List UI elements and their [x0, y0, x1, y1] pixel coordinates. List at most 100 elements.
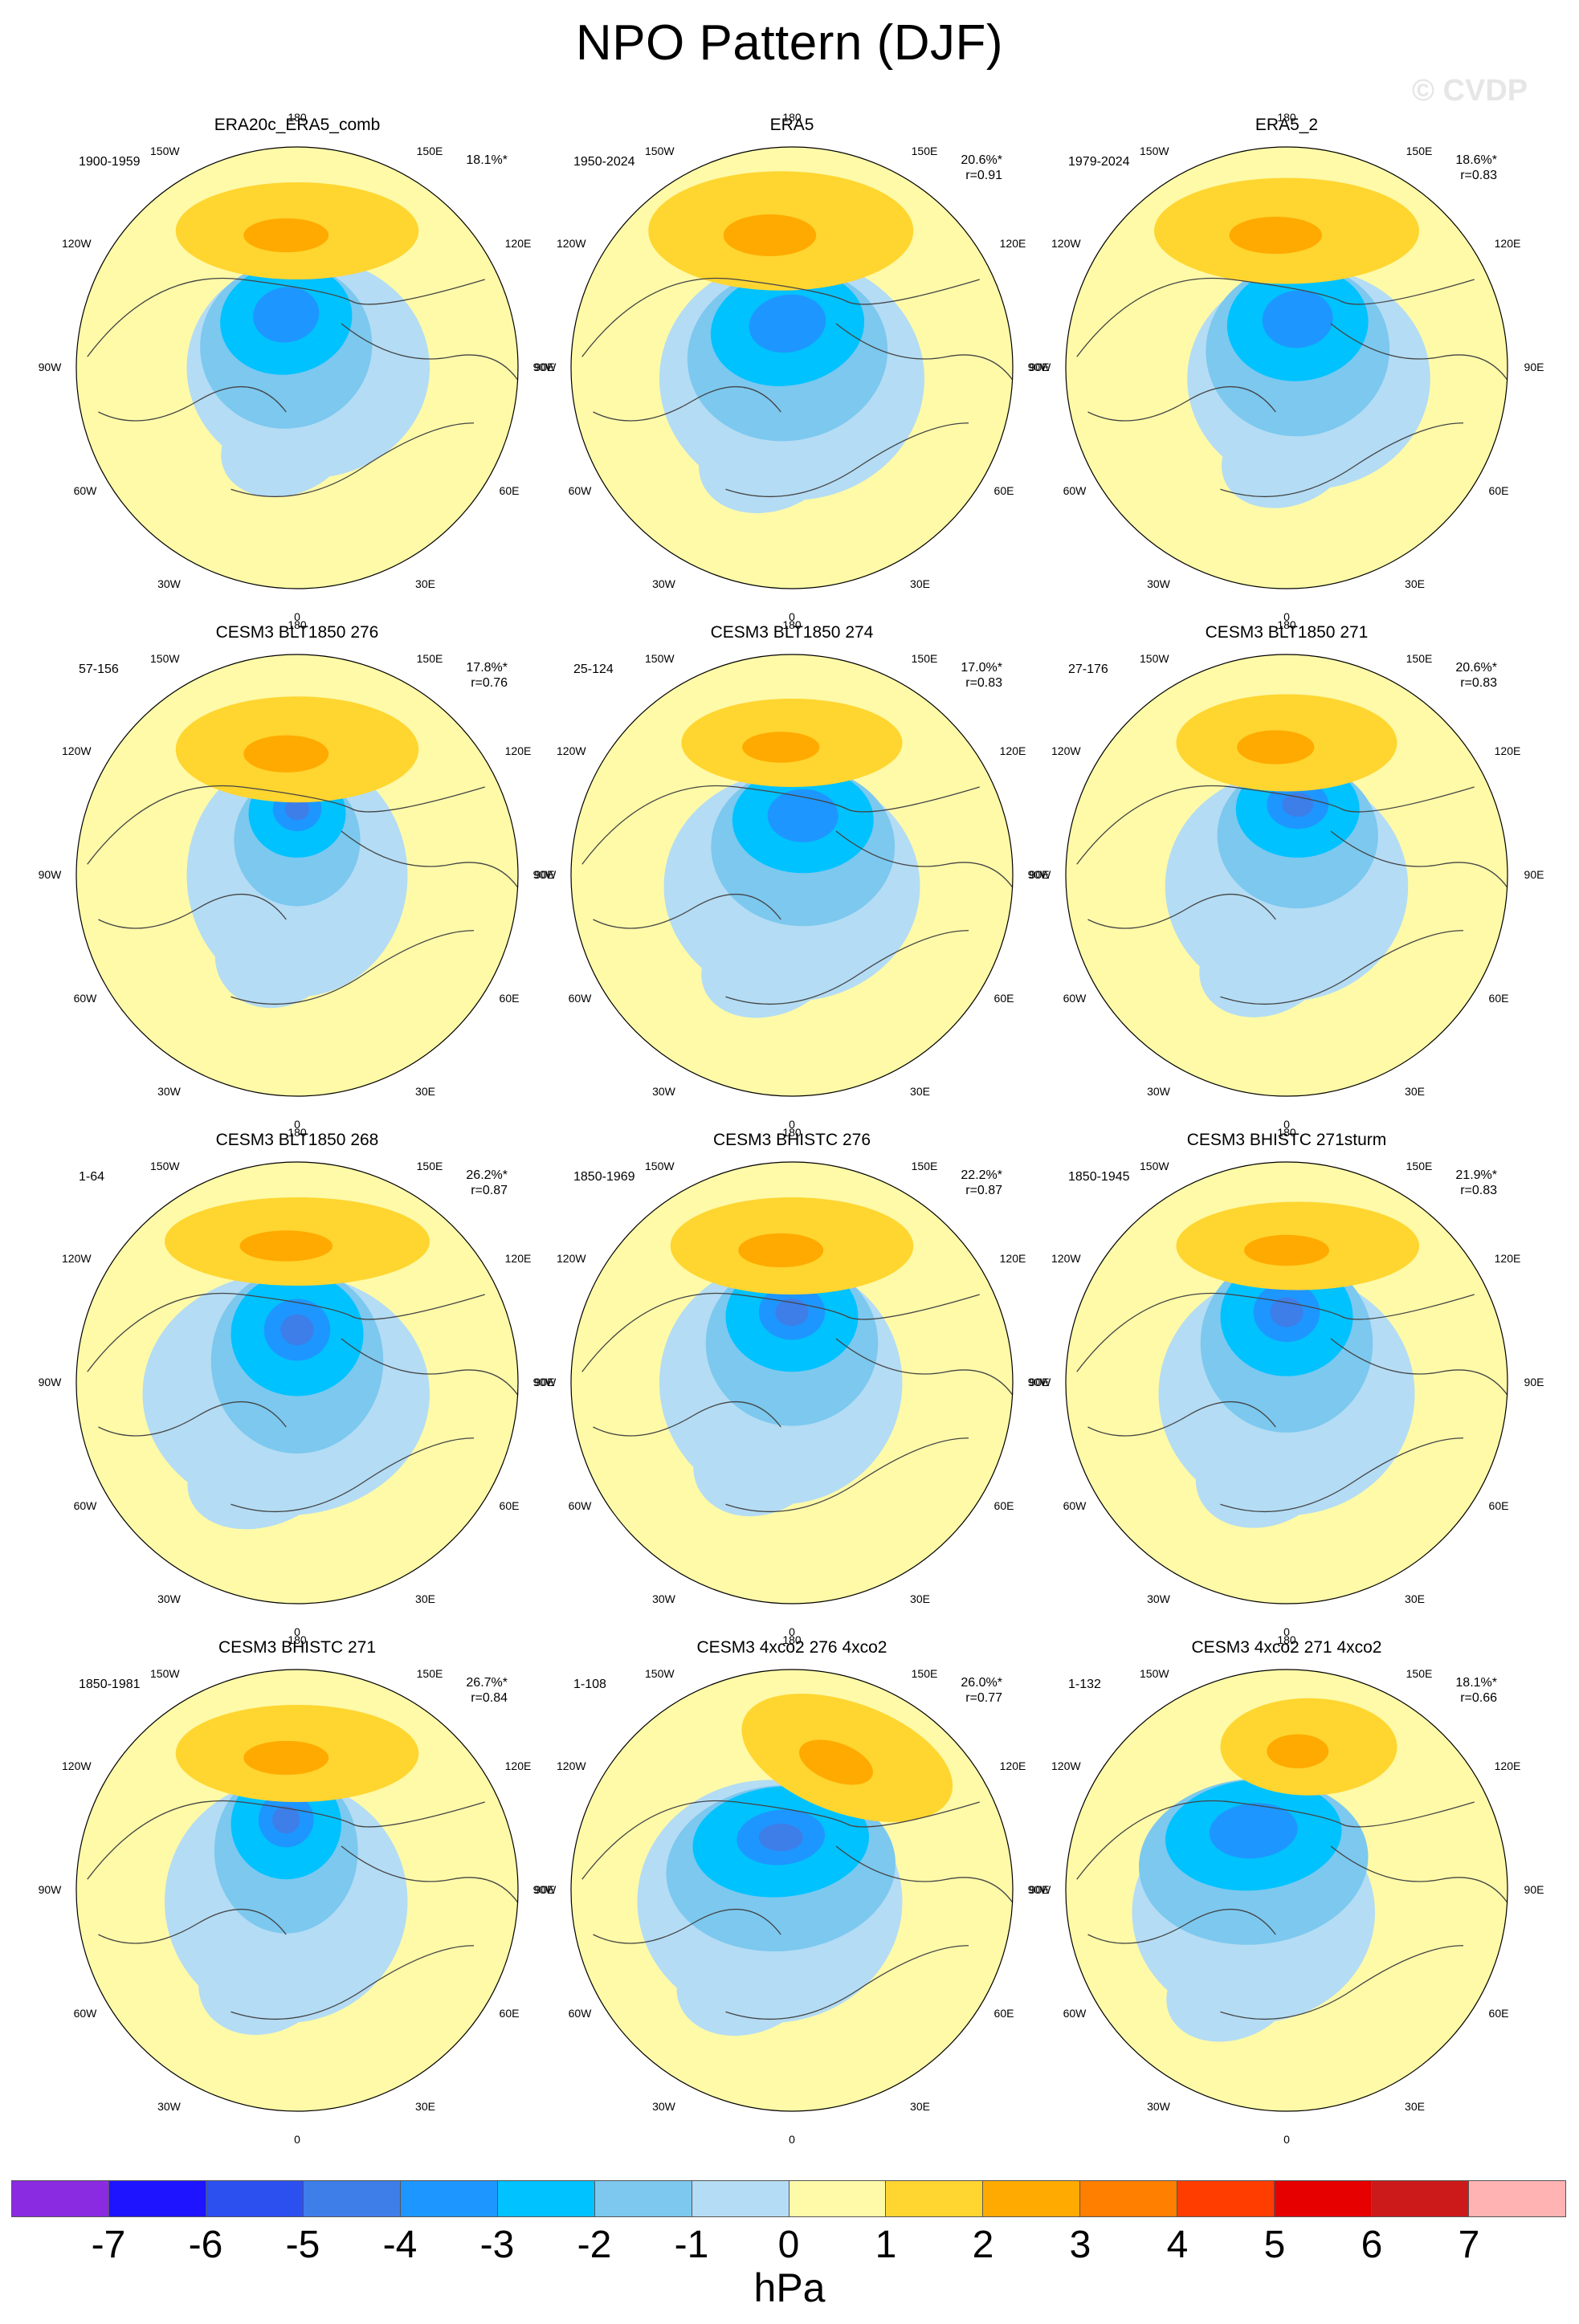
- panel-variance-stats: 18.1%* r=0.66: [1455, 1675, 1497, 1706]
- coastline-north: [87, 1800, 485, 1880]
- longitude-label: 90W: [1027, 868, 1051, 881]
- longitude-label: 90E: [1029, 361, 1050, 373]
- coastline-asia: [1330, 830, 1508, 909]
- longitude-label: 180: [1277, 618, 1296, 632]
- negative-anomaly-atlantic: [1199, 910, 1330, 1017]
- polar-map: [75, 1669, 519, 2112]
- panel-pct-explained: 20.6%*: [961, 153, 1002, 167]
- longitude-label: 90E: [1029, 1376, 1050, 1388]
- panel-variance-stats: 18.1%*: [466, 153, 508, 168]
- colorbar-tick-label: -5: [285, 2224, 320, 2266]
- longitude-label: 180: [288, 1633, 307, 1647]
- map-panel: CESM3 BLT1850 268 1-64 26.2%* r=0.87 180 150E…: [39, 1126, 555, 1638]
- longitude-label: 30E: [1405, 2099, 1425, 2113]
- coastline-north: [87, 277, 485, 357]
- longitude-label: 120W: [1051, 1252, 1081, 1265]
- colorbar-tick-label: -4: [382, 2224, 418, 2266]
- longitude-label: 90W: [532, 361, 557, 373]
- longitude-label: 150E: [1406, 651, 1433, 665]
- longitude-label: 90W: [1027, 361, 1051, 373]
- map-panel: CESM3 BHISTC 276 1850-1969 22.2%* r=0.87 180…: [533, 1126, 1050, 1638]
- panel-pattern-correlation: r=0.84: [471, 1691, 508, 1705]
- polar-map: [75, 1161, 519, 1604]
- cvdp-watermark: © CVDP: [1412, 74, 1528, 108]
- positive-anomaly-core: [1237, 730, 1315, 764]
- colorbar-swatch: [594, 2181, 692, 2216]
- longitude-label: 60W: [568, 2007, 592, 2020]
- longitude-label: 30W: [652, 2099, 675, 2113]
- longitude-label: 150W: [645, 1666, 675, 1680]
- panel-title: ERA5_2: [1255, 116, 1319, 134]
- negative-anomaly-center: [775, 1298, 809, 1327]
- negative-anomaly-center: [1282, 792, 1313, 817]
- longitude-label: 90W: [532, 868, 557, 881]
- longitude-label: 60E: [499, 484, 520, 497]
- colorbar-tick-label: 6: [1361, 2224, 1383, 2266]
- longitude-label: 90E: [534, 1883, 555, 1896]
- colorbar-swatch: [1080, 2181, 1178, 2216]
- longitude-label: 30W: [1147, 1084, 1170, 1098]
- longitude-label: 90W: [38, 361, 62, 373]
- longitude-label: 90E: [1524, 361, 1544, 373]
- longitude-label: 0: [294, 2132, 300, 2146]
- longitude-label: 150W: [645, 144, 675, 157]
- panel-title: CESM3 BHISTC 271sturm: [1186, 1131, 1387, 1149]
- map-rim: [75, 146, 519, 589]
- longitude-label: 60W: [568, 1499, 592, 1512]
- panel-title: ERA20c_ERA5_comb: [214, 116, 381, 134]
- coastline-asia: [1330, 1338, 1508, 1417]
- positive-anomaly-core: [239, 1230, 333, 1262]
- longitude-label: 60W: [1063, 992, 1087, 1005]
- colorbar-tick-label: 7: [1458, 2224, 1480, 2266]
- panel-title: CESM3 4xco2 271 4xco2: [1191, 1638, 1382, 1657]
- colorbar-tick-label: 1: [875, 2224, 897, 2266]
- colorbar-swatch: [1275, 2181, 1373, 2216]
- colorbar-swatch: [983, 2181, 1081, 2216]
- longitude-label: 180: [1277, 111, 1296, 124]
- longitude-label: 150E: [1406, 1159, 1433, 1172]
- longitude-label: 150E: [416, 1666, 443, 1680]
- negative-anomaly-atlantic: [701, 909, 838, 1018]
- map-rim: [1065, 1161, 1508, 1604]
- longitude-label: 120W: [62, 237, 92, 250]
- longitude-label: 30W: [652, 577, 675, 590]
- coastline-asia: [341, 323, 518, 402]
- longitude-label: 180: [288, 1126, 307, 1140]
- panel-pattern-correlation: r=0.83: [965, 676, 1002, 690]
- longitude-label: 90E: [1029, 1883, 1050, 1896]
- longitude-label: 90W: [38, 868, 62, 881]
- negative-anomaly-core: [253, 287, 320, 343]
- colorbar-swatch: [400, 2181, 498, 2216]
- coastline-europe: [231, 422, 475, 498]
- coastline-america: [593, 893, 781, 929]
- map-rim: [570, 146, 1014, 589]
- negative-anomaly-core: [1209, 1803, 1298, 1859]
- panel-variance-stats: 22.2%* r=0.87: [961, 1168, 1002, 1198]
- longitude-label: 60E: [994, 2007, 1014, 2020]
- map-panel: CESM3 4xco2 271 4xco2 1-132 18.1%* r=0.66 18…: [1028, 1633, 1544, 2146]
- panel-pct-explained: 17.0%*: [961, 661, 1002, 675]
- negative-anomaly-core: [767, 789, 838, 842]
- panel-pct-explained: 26.7%*: [466, 1676, 508, 1690]
- longitude-label: 60E: [994, 484, 1014, 497]
- map-rim: [570, 1669, 1014, 2112]
- figure-title: NPO Pattern (DJF): [575, 15, 1004, 71]
- panel-pattern-correlation: r=0.83: [1460, 169, 1497, 182]
- colorbar-swatch: [1372, 2181, 1470, 2216]
- longitude-label: 30E: [415, 1592, 435, 1605]
- negative-anomaly-atlantic: [198, 1922, 330, 2036]
- panel-variance-stats: 26.2%* r=0.87: [466, 1168, 508, 1198]
- polar-map: [1065, 1161, 1508, 1604]
- longitude-label: 30E: [910, 2099, 930, 2113]
- colorbar-tick-label: -2: [577, 2224, 612, 2266]
- panel-title: ERA5: [769, 116, 814, 134]
- panel-years: 1979-2024: [1068, 155, 1130, 169]
- coastline-asia: [341, 1845, 518, 1924]
- longitude-label: 30E: [1405, 1084, 1425, 1098]
- coastline-north: [1076, 1292, 1475, 1372]
- coastline-europe: [1220, 1437, 1464, 1513]
- longitude-label: 0: [294, 1625, 300, 1638]
- longitude-label: 30E: [910, 1592, 930, 1605]
- negative-anomaly-core: [1262, 290, 1333, 349]
- panel-variance-stats: 26.7%* r=0.84: [466, 1675, 508, 1706]
